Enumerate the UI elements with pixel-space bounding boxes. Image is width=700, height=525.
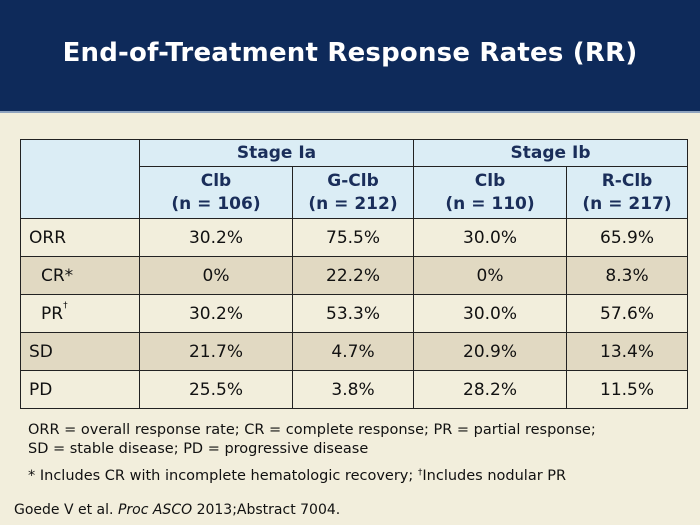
table-cell: 22.2%	[291, 256, 415, 295]
table-cell: 21.7%	[139, 332, 293, 371]
table-row-sd: SD 21.7% 4.7% 20.9% 13.4%	[20, 332, 689, 371]
table-cell: 8.3%	[566, 256, 689, 295]
table-row-pr: PR† 30.2% 53.3% 30.0% 57.6%	[20, 294, 689, 333]
column-header-row: Clb (n = 106) G-Clb (n = 212) Clb (n = 110)…	[21, 166, 689, 219]
table-cell: 30.2%	[139, 294, 293, 333]
row-label-cell: PR†	[20, 294, 140, 333]
table-cell: 0%	[413, 256, 568, 295]
row-label: SD	[20, 332, 140, 371]
abbreviations-line-1: ORR = overall response rate; CR = comple…	[28, 422, 596, 438]
footnote-a: * Includes CR with incomplete hematologi…	[28, 468, 414, 484]
column-n: (n = 217)	[582, 193, 672, 214]
table-cell: 53.3%	[291, 294, 415, 333]
table-cell: 30.2%	[139, 218, 293, 257]
group-header-stage-ia: Stage Ia	[138, 139, 415, 167]
table-cell: 4.7%	[291, 332, 415, 371]
table-row-pd: PD 25.5% 3.8% 28.2% 11.5%	[20, 370, 689, 409]
dagger-mark: †	[63, 300, 68, 311]
title-divider	[0, 111, 700, 113]
row-label: PR	[41, 303, 64, 324]
table-cell: 0%	[139, 256, 293, 295]
asterisk-footnote: * Includes CR with incomplete hematologi…	[28, 467, 678, 486]
table-cell: 28.2%	[413, 370, 568, 409]
citation-journal: Proc ASCO	[117, 502, 193, 518]
table-cell: 11.5%	[566, 370, 689, 409]
response-rate-table: Stage Ia Stage Ib Clb (n = 106) G-Clb (n =…	[20, 139, 689, 409]
citation-authors: Goede V et al.	[14, 502, 114, 518]
column-name: Clb	[200, 170, 232, 191]
table-cell: 65.9%	[566, 218, 689, 257]
row-label: ORR	[20, 218, 140, 257]
dagger-mark: †	[417, 468, 423, 478]
citation-details: 2013;Abstract 7004.	[196, 502, 341, 518]
citation: Goede V et al. Proc ASCO 2013;Abstract 7…	[14, 502, 340, 518]
table-cell: 75.5%	[291, 218, 415, 257]
table-cell: 30.0%	[413, 218, 568, 257]
table-row-cr: CR* 0% 22.2% 0% 8.3%	[20, 256, 689, 295]
table-cell: 57.6%	[566, 294, 689, 333]
table-cell: 25.5%	[139, 370, 293, 409]
column-n: (n = 106)	[171, 193, 261, 214]
column-name: Clb	[474, 170, 506, 191]
row-label: CR*	[20, 256, 140, 295]
title-banner: End-of-Treatment Response Rates (RR)	[0, 0, 700, 111]
column-header-g-clb: G-Clb (n = 212)	[291, 166, 415, 219]
column-header-clb-ib: Clb (n = 110)	[413, 166, 568, 219]
column-n: (n = 212)	[308, 193, 398, 214]
table-cell: 30.0%	[413, 294, 568, 333]
table-row-orr: ORR 30.2% 75.5% 30.0% 65.9%	[20, 218, 689, 257]
table-cell: 20.9%	[413, 332, 568, 371]
group-header-row: Stage Ia Stage Ib	[20, 139, 689, 219]
column-n: (n = 110)	[445, 193, 535, 214]
footnotes: ORR = overall response rate; CR = comple…	[28, 421, 678, 486]
column-name: G-Clb	[327, 170, 379, 191]
row-label: PD	[20, 370, 140, 409]
corner-cell	[20, 139, 140, 219]
slide-title: End-of-Treatment Response Rates (RR)	[62, 38, 638, 68]
column-name: R-Clb	[601, 170, 653, 191]
column-header-r-clb: R-Clb (n = 217)	[566, 166, 689, 219]
group-header-stage-ib: Stage Ib	[413, 139, 689, 167]
abbreviations-line-2: SD = stable disease; PD = progressive di…	[28, 441, 369, 457]
table-cell: 13.4%	[566, 332, 689, 371]
table-cell: 3.8%	[291, 370, 415, 409]
column-header-clb-ia: Clb (n = 106)	[139, 166, 293, 219]
footnote-b: Includes nodular PR	[422, 468, 567, 484]
